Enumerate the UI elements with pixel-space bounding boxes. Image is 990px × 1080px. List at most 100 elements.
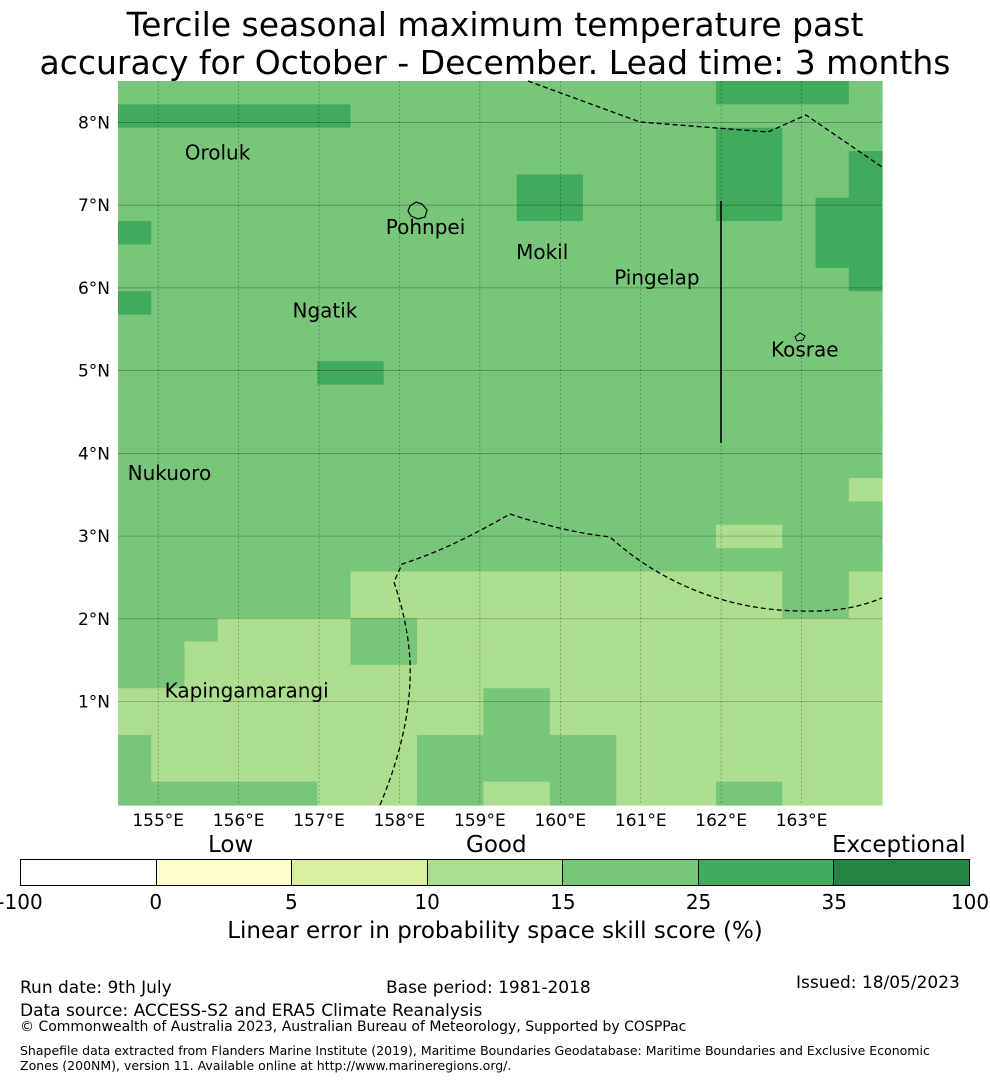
- skill-cell: [715, 221, 750, 246]
- skill-cell: [217, 407, 252, 432]
- skill-cell: [317, 244, 352, 269]
- skill-cell: [649, 151, 684, 176]
- skill-cell: [350, 594, 385, 619]
- skill-cell: [383, 291, 418, 316]
- skill-cell: [284, 688, 318, 713]
- skill-cell: [782, 174, 817, 199]
- skill-cell: [250, 431, 285, 456]
- skill-cell: [815, 384, 850, 409]
- skill-cell: [649, 431, 684, 456]
- skill-cell: [616, 664, 651, 689]
- skill-cell: [483, 454, 518, 479]
- skill-cell: [217, 221, 252, 246]
- skill-cell: [682, 291, 717, 316]
- skill-cell: [549, 501, 584, 526]
- skill-cell: [815, 407, 850, 432]
- skill-cell: [682, 711, 717, 736]
- skill-cell: [184, 267, 219, 292]
- skill-cell: [616, 501, 651, 526]
- skill-cell: [682, 127, 717, 152]
- skill-cell: [350, 127, 385, 152]
- skill-cell: [118, 244, 152, 269]
- skill-cell: [184, 431, 219, 456]
- skill-cell: [416, 221, 451, 246]
- skill-cell: [118, 501, 152, 526]
- skill-cell: [450, 314, 484, 339]
- skill-cell: [217, 478, 252, 502]
- colorbar-tick-label: 10: [414, 890, 440, 914]
- skill-cell: [583, 478, 617, 502]
- longitude-tick-label: 160°E: [534, 811, 586, 830]
- skill-cell: [250, 641, 285, 666]
- place-label: Pohnpei: [386, 215, 466, 239]
- skill-cell: [184, 594, 219, 619]
- skill-cell: [217, 127, 252, 152]
- skill-cell: [450, 361, 484, 386]
- skill-cell: [848, 501, 883, 526]
- skill-cell: [383, 501, 418, 526]
- skill-cell: [217, 688, 252, 713]
- skill-cell: [483, 174, 518, 199]
- skill-cell: [616, 127, 651, 152]
- skill-cell: [383, 571, 418, 596]
- skill-cell: [118, 781, 152, 806]
- skill-cell: [217, 548, 252, 573]
- latitude-tick-label: 2°N: [78, 610, 110, 630]
- skill-cell: [782, 361, 817, 386]
- skill-cell: [549, 548, 584, 573]
- colorbar-segment: [834, 860, 970, 885]
- skill-cell: [516, 781, 551, 806]
- skill-cell: [151, 291, 186, 316]
- skill-cell: [217, 734, 252, 759]
- skill-cell: [450, 501, 484, 526]
- skill-cell: [583, 221, 617, 246]
- skill-cell: [450, 174, 484, 199]
- skill-cell: [583, 174, 617, 199]
- skill-cell: [583, 501, 617, 526]
- skill-cell: [715, 291, 750, 316]
- skill-cell: [616, 618, 651, 643]
- skill-cell: [350, 174, 385, 199]
- skill-cell: [317, 197, 352, 222]
- skill-cell: [616, 781, 651, 806]
- skill-cell: [151, 641, 186, 666]
- skill-cell: [317, 664, 352, 689]
- skill-cell: [350, 291, 385, 316]
- skill-cell: [118, 688, 152, 713]
- skill-cell: [749, 571, 783, 596]
- skill-cell: [649, 267, 684, 292]
- skill-cell: [383, 384, 418, 409]
- skill-cell: [782, 151, 817, 176]
- skill-cell: [782, 478, 817, 502]
- skill-cell: [383, 711, 418, 736]
- skill-cell: [815, 688, 850, 713]
- skill-cell: [350, 244, 385, 269]
- skill-cell: [749, 361, 783, 386]
- skill-cell: [118, 734, 152, 759]
- skill-cell: [815, 524, 850, 549]
- skill-cell: [350, 618, 385, 643]
- skill-cell: [483, 431, 518, 456]
- skill-cell: [284, 431, 318, 456]
- skill-cell: [616, 174, 651, 199]
- skill-cell: [715, 407, 750, 432]
- skill-cell: [284, 127, 318, 152]
- skill-cell: [848, 758, 883, 783]
- skill-cell: [250, 197, 285, 222]
- skill-cell: [317, 641, 352, 666]
- skill-cell: [483, 618, 518, 643]
- skill-cell: [549, 758, 584, 783]
- skill-cell: [350, 431, 385, 456]
- skill-cell: [317, 314, 352, 339]
- skill-cell: [616, 524, 651, 549]
- skill-cell: [250, 594, 285, 619]
- skill-cell: [583, 571, 617, 596]
- longitude-tick-label: 157°E: [293, 811, 345, 830]
- skill-cell: [250, 664, 285, 689]
- skill-cell: [715, 431, 750, 456]
- skill-cell: [549, 384, 584, 409]
- skill-cell: [184, 174, 219, 199]
- skill-cell: [782, 127, 817, 152]
- skill-cell: [483, 104, 518, 129]
- skill-cell: [682, 501, 717, 526]
